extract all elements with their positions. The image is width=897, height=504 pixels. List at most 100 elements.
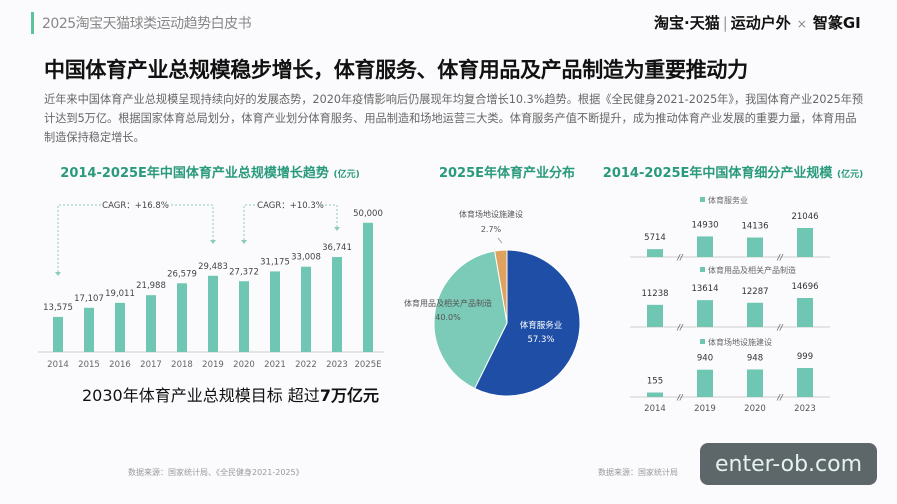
partner-logo: 智篆GI [812,14,861,32]
chart3-axis-break: // [676,323,684,332]
chart3-data-label: 14696 [791,282,818,292]
target-prefix: 2030年体育产业总规模目标 超过 [82,386,320,405]
pie-label-venue: 体育场地设施建设 [459,209,523,219]
chart1-tick-label: 2023 [326,360,348,370]
chart1-bar [84,307,94,352]
chart3-legend-swatch [700,197,705,202]
chart1-tick-label: 2021 [264,360,286,370]
chart1-tick-label: 2020 [233,360,255,370]
chart1-bar [239,281,249,352]
chart3-data-label: 13614 [691,284,718,294]
chart1-arrow [55,272,61,276]
chart1-bar [53,316,63,352]
chart1-bar [301,266,311,352]
chart3-data-label: 999 [797,352,813,362]
chart3-title: 2014-2025E年中国体育细分产业规模 (亿元) [603,162,863,181]
chart3-legend-label: 体育服务业 [708,195,748,205]
chart1-cagr-bg [258,198,323,210]
chart1-bar [208,275,218,352]
pie-value-service: 57.3% [527,335,554,345]
chart3-data-label: 12287 [741,287,768,297]
chart3-data-label: 14136 [741,222,768,232]
brand-logo: 淘宝·天猫 | 运动户外 × 智篆GI [654,14,861,32]
watermark: enter-ob.com [700,443,877,485]
chart3-legend-label: 体育场地设施建设 [708,337,772,347]
chart1-data-label: 31,175 [260,257,290,267]
chart1-bar [115,302,125,352]
target-value: 7万亿元 [319,386,379,405]
chart1-data-label: 17,107 [74,294,104,304]
chart1-data-label: 26,579 [167,269,197,279]
chart3-bar [797,298,813,327]
chart3-data-label: 21046 [791,212,818,222]
chart2-title: 2025E年体育产业分布 [438,166,576,181]
chart1-tick-label: 2019 [202,360,224,370]
chart1-arrow [334,227,340,231]
chart1-data-label: 13,575 [43,303,73,313]
pie-slice [433,250,508,390]
chart1-data-label: 19,011 [105,289,135,299]
pie-leader-line [497,237,503,244]
chart3-axis-break: // [776,323,784,332]
logo-sub: 运动户外 [730,14,791,32]
chart1-bar [363,222,373,352]
chart3-title-text: 2014-2025E年中国体育细分产业规模 [602,166,833,181]
chart3-bar [747,302,763,327]
chart3-axis-break: // [676,253,684,262]
chart3-data-label: 14930 [691,220,718,230]
report-title: 2025淘宝天猫球类运动趋势白皮书 [42,16,252,32]
chart1-cagr-bracket [57,204,214,272]
chart1-data-label: 33,008 [291,253,321,263]
header-accent-bar [31,12,34,34]
target-statement: 2030年体育产业总规模目标 超过7万亿元 [82,382,379,406]
chart1-data-label: 29,483 [198,262,228,272]
pie-label-goods: 体育用品及相关产品制造 [404,298,492,308]
chart1-cagr-label: CAGR：+10.3% [257,201,324,211]
chart1-cagr-label: CAGR：+16.8% [102,201,169,211]
chart1-bar [146,295,156,352]
chart3-data-label: 948 [747,353,763,363]
source-right: 数据来源：国家统计局 [598,468,678,477]
chart3-bar [797,228,813,257]
chart3-bar [647,392,663,397]
chart1-tick-label: 2025E [354,360,381,370]
chart1-arrow [210,240,216,244]
source-left: 数据来源：国家统计局、《全民健身2021-2025》 [128,468,304,477]
chart3-legend-swatch [700,267,705,272]
chart3-axis-break: // [676,393,684,402]
chart3-tick-label: 2020 [744,404,766,414]
chart1-data-label: 21,988 [136,281,166,291]
chart1-tick-label: 2015 [78,360,100,370]
chart1-tick-label: 2016 [109,360,131,370]
chart3-data-label: 155 [647,377,663,387]
chart1-tick-label: 2018 [171,360,193,370]
chart3-bar [647,249,663,257]
chart3-data-label: 11238 [641,289,668,299]
chart3-tick-label: 2019 [694,404,716,414]
chart3-bar [747,369,763,397]
logo-x: × [796,17,807,31]
chart3-bar [797,368,813,397]
chart1-title-text: 2014-2025E年中国体育产业总规模增长趋势 [60,166,329,181]
chart1-tick-label: 2022 [295,360,317,370]
chart1-tick-label: 2017 [140,360,162,370]
chart1-cagr-bg [103,198,168,210]
chart3-axis-break: // [776,253,784,262]
chart3-bar [647,304,663,327]
chart3-bar [697,236,713,257]
chart1-unit: (亿元) [333,170,360,180]
chart1-data-label: 50,000 [353,209,383,219]
chart1-bar [177,283,187,352]
chart3-unit: (亿元) [836,170,864,180]
chart3-legend-label: 体育用品及相关产品制造 [708,265,796,275]
chart1-tick-label: 2014 [47,360,69,370]
chart1-bar [270,271,280,352]
chart1-title: 2014-2025E年中国体育产业总规模增长趋势 (亿元) [60,162,359,181]
chart3-data-label: 5714 [644,233,666,243]
chart3-legend-swatch [700,339,705,344]
pie-slice [494,249,508,324]
logo-text: 淘宝·天猫 [654,14,720,32]
intro-paragraph: 近年来中国体育产业总规模呈现持续向好的发展态势，2020年疫情影响后仍展现年均复… [44,93,864,144]
pie-value-goods: 40.0% [435,313,461,322]
